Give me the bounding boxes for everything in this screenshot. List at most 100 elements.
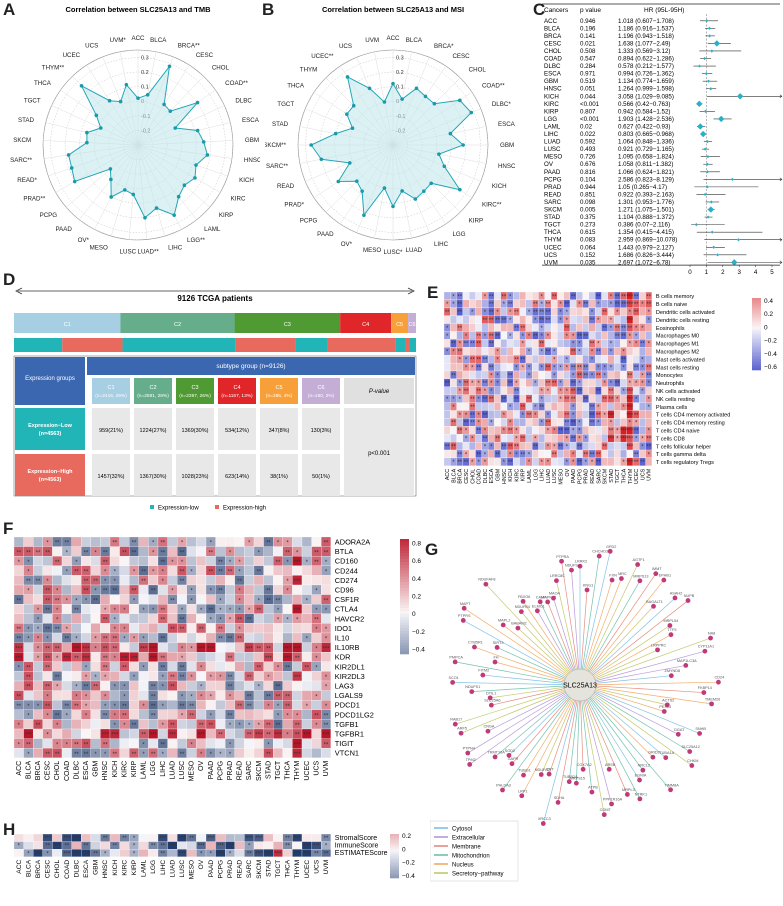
- significance-mark: *: [446, 302, 449, 308]
- significance-mark: *: [75, 637, 78, 643]
- heatmap-cell: [177, 719, 187, 730]
- heatmap-cell: [148, 671, 159, 682]
- significance-mark: **: [583, 334, 588, 340]
- significance-mark: **: [64, 637, 69, 643]
- column-label: THYM: [294, 761, 301, 781]
- significance-mark: **: [218, 627, 223, 633]
- significance-mark: **: [483, 318, 488, 324]
- significance-mark: **: [141, 579, 146, 585]
- gene-node: [668, 673, 674, 679]
- gene-node: [661, 577, 667, 583]
- significance-mark: *: [490, 373, 493, 379]
- panel-label-h: H: [3, 820, 16, 839]
- significance-mark: **: [266, 733, 271, 739]
- significance-mark: *: [325, 608, 328, 614]
- x-tick-label: 0: [688, 269, 692, 276]
- significance-mark: ***: [620, 437, 628, 443]
- significance-mark: **: [45, 752, 50, 758]
- heatmap-cell: [494, 394, 501, 403]
- heatmap-cell: [588, 331, 596, 340]
- hr-value: 0.922 (0.393−2.163): [618, 191, 674, 198]
- heatmap-cell: [42, 738, 53, 749]
- count-cell: [260, 408, 298, 450]
- network-edge: [576, 684, 581, 784]
- category-label: PCPG: [300, 218, 318, 225]
- column-label: DLBC: [73, 761, 80, 780]
- heatmap-cell: [244, 575, 255, 586]
- network-edge: [494, 684, 581, 758]
- significance-mark: **: [546, 350, 551, 356]
- heatmap-cell: [557, 291, 564, 301]
- heatmap-cell: [263, 709, 274, 720]
- heatmap-cell: [475, 441, 482, 451]
- network-edge: [579, 556, 600, 686]
- heatmap-cell: [513, 331, 520, 340]
- network-edge: [579, 637, 711, 686]
- heatmap-cell: [519, 307, 527, 316]
- significance-mark: *: [629, 421, 632, 427]
- heatmap-cell: [71, 728, 82, 739]
- heatmap-cell: [626, 362, 634, 372]
- row-label: IL10RB: [335, 643, 360, 652]
- p-value: 0.098: [580, 199, 596, 206]
- row-label: TGFB1: [335, 720, 359, 729]
- heatmap-cell: [225, 623, 235, 634]
- heatmap-cell: [71, 613, 82, 624]
- p-value: <0.001: [580, 116, 600, 123]
- legend-gradient-step: [400, 616, 409, 620]
- significance-mark: **: [590, 413, 595, 419]
- significance-mark: **: [103, 617, 108, 623]
- heatmap-cell: [234, 652, 245, 662]
- heatmap-cell: [607, 355, 615, 364]
- legend-gradient-step: [390, 851, 399, 853]
- significance-mark: **: [571, 350, 576, 356]
- heatmap-cell: [645, 457, 653, 466]
- gene-node: [708, 635, 713, 641]
- legend-gradient-step: [390, 858, 399, 860]
- hr-value: 3.058 (1.029−9.085): [618, 93, 674, 100]
- significance-mark: **: [324, 742, 329, 748]
- heatmap-cell: [469, 331, 476, 340]
- legend-gradient-step: [400, 651, 409, 655]
- heatmap-cell: [626, 449, 634, 459]
- category-label: BLCA: [406, 37, 423, 44]
- significance-mark: *: [181, 541, 184, 547]
- column-label: SARC: [596, 469, 602, 484]
- heatmap-cell: [321, 690, 331, 701]
- significance-mark: *: [219, 608, 222, 614]
- gene-label: MAPT: [460, 602, 471, 606]
- gene-label: SNHB: [695, 727, 706, 731]
- significance-mark: **: [457, 452, 462, 458]
- heatmap-cell: [215, 575, 226, 586]
- significance-mark: **: [558, 444, 563, 450]
- significance-mark: *: [27, 569, 30, 575]
- significance-mark: *: [229, 752, 232, 758]
- heatmap-cell: [469, 370, 476, 380]
- heatmap-cell: [607, 402, 615, 411]
- significance-mark: *: [559, 310, 562, 316]
- significance-mark: **: [596, 452, 601, 458]
- significance-mark: **: [160, 656, 165, 662]
- data-point: [347, 161, 352, 165]
- gene-label: PTPRS: [458, 614, 471, 618]
- heatmap-cell: [525, 441, 533, 451]
- significance-mark: *: [66, 713, 69, 719]
- panel-label-f: F: [3, 519, 14, 538]
- significance-mark: *: [566, 365, 569, 371]
- p-value: 0.02: [580, 123, 593, 130]
- data-point: [143, 215, 147, 220]
- significance-mark: **: [533, 302, 538, 308]
- heatmap-cell: [244, 565, 255, 576]
- significance-mark: **: [45, 844, 50, 850]
- significance-mark: *: [66, 627, 69, 633]
- heatmap-cell: [538, 370, 545, 380]
- heatmap-cell: [613, 362, 621, 372]
- significance-mark: **: [646, 437, 651, 443]
- gene-node: [461, 605, 467, 611]
- heatmap-cell: [119, 594, 130, 605]
- column-label: STAD: [609, 469, 615, 483]
- significance-mark: **: [55, 598, 60, 604]
- heatmap-cell: [148, 575, 159, 586]
- heatmap-cell: [576, 291, 583, 301]
